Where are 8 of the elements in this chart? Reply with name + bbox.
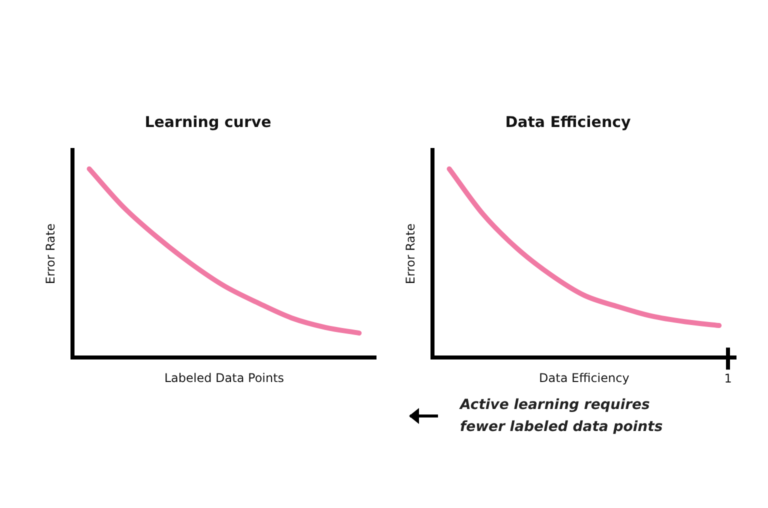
- y-axis-title: Error Rate: [403, 224, 418, 284]
- x-axis-title: Data Efficiency: [539, 370, 630, 385]
- chart-title: Learning curve: [144, 112, 272, 131]
- y-axis-title: Error Rate: [43, 224, 58, 284]
- x-axis-title: Labeled Data Points: [164, 370, 284, 385]
- text: 1: [724, 372, 732, 386]
- chart-title: Data Efficiency: [505, 112, 632, 131]
- text: Active learning requires fewer labeled data points: [460, 396, 664, 437]
